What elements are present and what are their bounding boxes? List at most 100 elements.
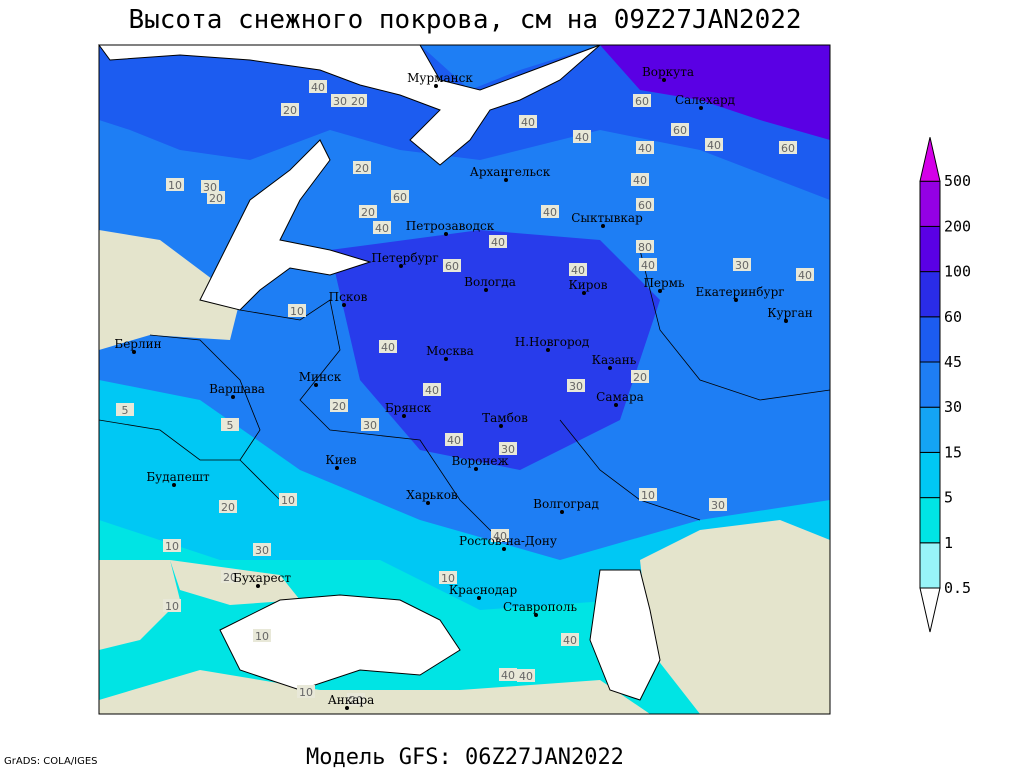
- contour-label: 40: [641, 259, 655, 272]
- city-label: Пермь: [643, 276, 685, 290]
- contour-label: 20: [223, 571, 237, 584]
- contour-label: 40: [521, 116, 535, 129]
- legend-label: 60: [944, 308, 962, 326]
- contour-label-box: [331, 94, 349, 107]
- contour-label-box: [373, 221, 391, 234]
- model-label: Модель GFS: 06Z27JAN2022: [306, 745, 624, 768]
- contour-label-box: [163, 539, 181, 552]
- contour-label: 10: [441, 572, 455, 585]
- city-dot: [477, 596, 481, 600]
- contour-label: 60: [445, 260, 459, 273]
- legend-swatch: [919, 225, 941, 273]
- contour-label: 5: [122, 404, 129, 417]
- city-dot: [399, 264, 403, 268]
- contour-label-box: [330, 399, 348, 412]
- contour-label-box: [636, 198, 654, 211]
- contour-label: 60: [393, 191, 407, 204]
- city-dot: [499, 424, 503, 428]
- contour-label: 20: [221, 501, 235, 514]
- city-label: Казань: [592, 353, 637, 367]
- city-dot: [502, 547, 506, 551]
- city-dot: [504, 178, 508, 182]
- contour-label: 30: [569, 380, 583, 393]
- contour-label: 10: [165, 540, 179, 553]
- contour-label-box: [163, 599, 181, 612]
- legend-label: 0.5: [944, 579, 971, 597]
- city-label: Салехард: [675, 93, 735, 107]
- contour-label: 40: [571, 264, 585, 277]
- contour-label: 20: [283, 104, 297, 117]
- city-label: Мурманск: [407, 71, 473, 85]
- contour-label-box: [631, 173, 649, 186]
- title: Высота снежного покрова, см на 09Z27JAN2…: [128, 5, 801, 35]
- city-dot: [560, 510, 564, 514]
- contour-label-box: [443, 259, 461, 272]
- contour-label: 40: [375, 222, 389, 235]
- contour-label: 60: [635, 95, 649, 108]
- contour-label-box: [423, 383, 441, 396]
- contour-label: 40: [425, 384, 439, 397]
- city-dot: [172, 483, 176, 487]
- legend-swatch: [919, 542, 941, 589]
- contour-label: 20: [349, 694, 363, 707]
- city-label: Самара: [596, 390, 644, 404]
- contour-label-box: [309, 80, 327, 93]
- contour-label-box: [439, 571, 457, 584]
- contour-label-box: [221, 418, 239, 431]
- contour-label-box: [709, 498, 727, 511]
- contour-label: 10: [168, 179, 182, 192]
- city-label: Киров: [569, 278, 608, 292]
- legend-swatch: [919, 316, 941, 363]
- legend-swatch: [919, 180, 941, 227]
- contour-label: 30: [735, 259, 749, 272]
- deepest-snow: [600, 45, 830, 140]
- contour-label: 30: [255, 544, 269, 557]
- contour-label: 20: [361, 206, 375, 219]
- legend-label: 15: [944, 443, 962, 461]
- city-dot: [342, 303, 346, 307]
- legend-label: 100: [944, 263, 971, 281]
- city-label: Псков: [329, 290, 368, 304]
- city-dot: [474, 467, 478, 471]
- city-label: Воркута: [642, 65, 694, 79]
- contour-label-box: [639, 488, 657, 501]
- city-dot: [614, 403, 618, 407]
- contour-label: 40: [707, 139, 721, 152]
- contour-label: 10: [165, 600, 179, 613]
- contour-label: 40: [563, 634, 577, 647]
- contour-label: 30: [711, 499, 725, 512]
- contour-label-box: [207, 191, 225, 204]
- city-label: Будапешт: [146, 470, 210, 484]
- legend-swatch: [919, 451, 941, 499]
- city-label: Тамбов: [482, 411, 528, 425]
- contour-label: 10: [281, 494, 295, 507]
- contour-label: 30: [363, 419, 377, 432]
- contour-label-box: [639, 258, 657, 271]
- city-dot: [546, 348, 550, 352]
- city-dot: [658, 289, 662, 293]
- city-label: Москва: [426, 344, 474, 358]
- contour-label: 40: [543, 206, 557, 219]
- contour-label-box: [633, 94, 651, 107]
- contour-label: 40: [311, 81, 325, 94]
- barents-white-sea: [98, 44, 601, 166]
- city-dot: [734, 298, 738, 302]
- contour-label-box: [359, 205, 377, 218]
- city-dot: [314, 383, 318, 387]
- contour-label: 40: [633, 174, 647, 187]
- city-label: Сыктывкар: [571, 211, 643, 225]
- city-label: Берлин: [114, 337, 161, 351]
- city-label: Ставрополь: [503, 600, 577, 614]
- map-frame: [98, 44, 831, 715]
- contour-label-box: [561, 633, 579, 646]
- contour-label-box: [391, 190, 409, 203]
- city-dot: [534, 613, 538, 617]
- contour-label-box: [573, 130, 591, 143]
- city-label: Воронеж: [451, 454, 508, 468]
- contour-label-box: [636, 141, 654, 154]
- contour-label: 40: [381, 341, 395, 354]
- contour-label-box: [541, 205, 559, 218]
- city-label: Минск: [299, 370, 342, 384]
- contour-label-box: [349, 94, 367, 107]
